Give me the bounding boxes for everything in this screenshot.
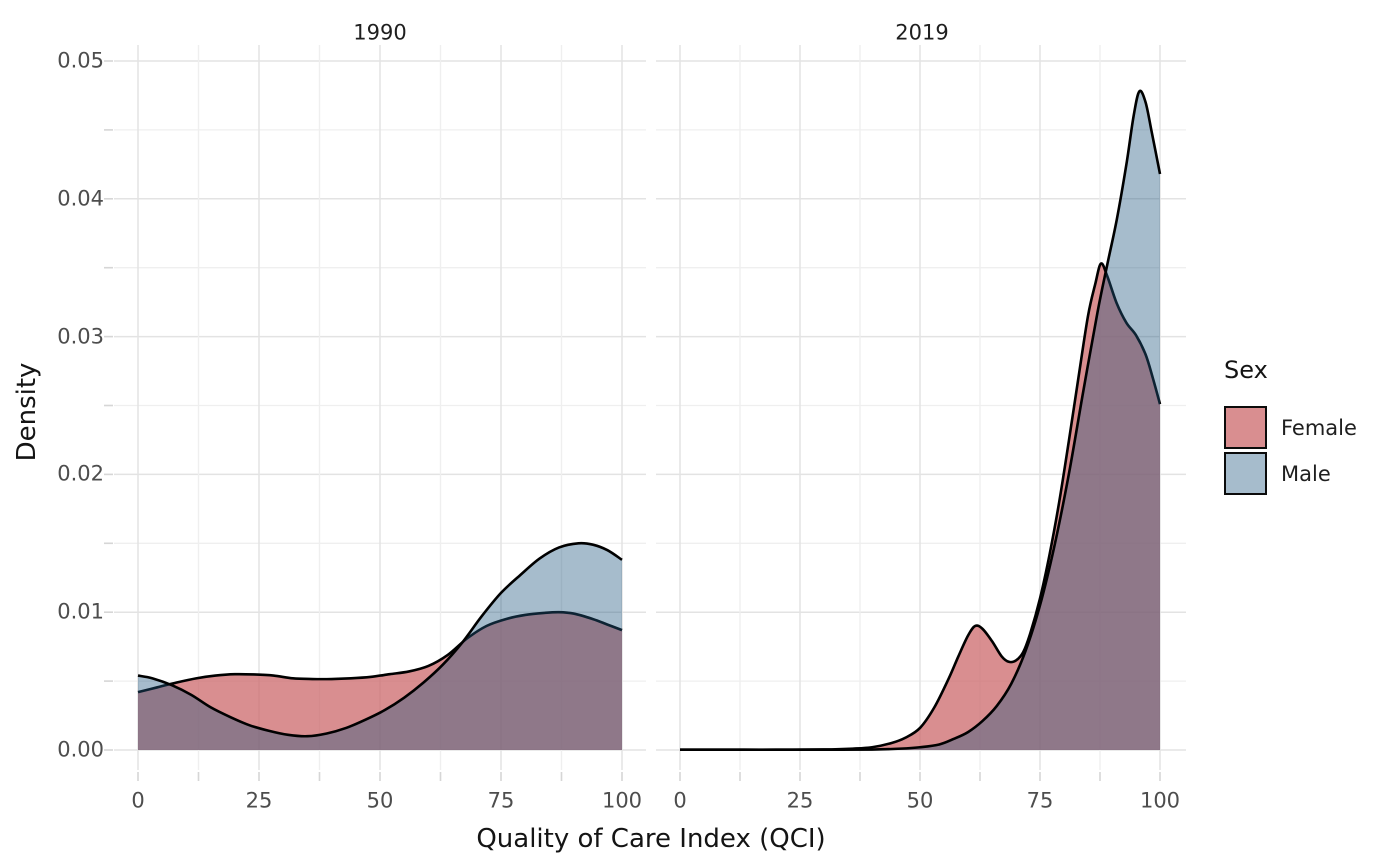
y-axis-title: Density [12,362,42,462]
y-tick-label: 0.04 [57,186,104,211]
x-tick-label: 75 [1026,788,1054,813]
legend-item-male: Male [1224,452,1357,495]
y-tick-label: 0.05 [57,48,104,73]
x-axis-title: Quality of Care Index (QCI) [476,824,826,854]
facet-strip-label-2019: 2019 [895,20,949,45]
legend-label-male: Male [1281,461,1331,486]
x-tick-label: 100 [601,788,643,813]
x-tick-label: 50 [366,788,394,813]
male-swatch-icon [1224,452,1267,495]
male-density-area-2019 [680,90,1160,750]
female-density-area-2019 [680,263,1160,750]
facet-strip-label-1990: 1990 [353,20,407,45]
male-density-curve-1990 [137,541,623,738]
legend: Sex Female Male [1224,356,1357,498]
x-tick-label: 50 [906,788,934,813]
legend-label-female: Female [1281,415,1357,440]
facet-panel-1990 [137,541,623,750]
y-tick-label: 0.01 [57,599,104,624]
female-density-area-1990 [138,612,622,750]
female-density-curve-2019 [680,262,1162,752]
male-density-area-1990 [138,543,622,750]
female-swatch-icon [1224,406,1267,449]
male-density-curve-2019 [680,89,1162,752]
y-tick-label: 0.03 [57,324,104,349]
x-tick-label: 0 [673,788,687,813]
facet-panel-2019 [680,89,1162,752]
y-tick-label: 0.02 [57,461,104,486]
x-tick-label: 25 [245,788,273,813]
x-tick-label: 100 [1139,788,1181,813]
female-density-curve-1990 [137,610,623,694]
x-tick-label: 25 [786,788,814,813]
legend-title: Sex [1224,356,1268,384]
x-tick-label: 0 [131,788,145,813]
x-tick-label: 75 [487,788,515,813]
y-tick-label: 0.00 [57,737,104,762]
legend-item-female: Female [1224,406,1357,449]
